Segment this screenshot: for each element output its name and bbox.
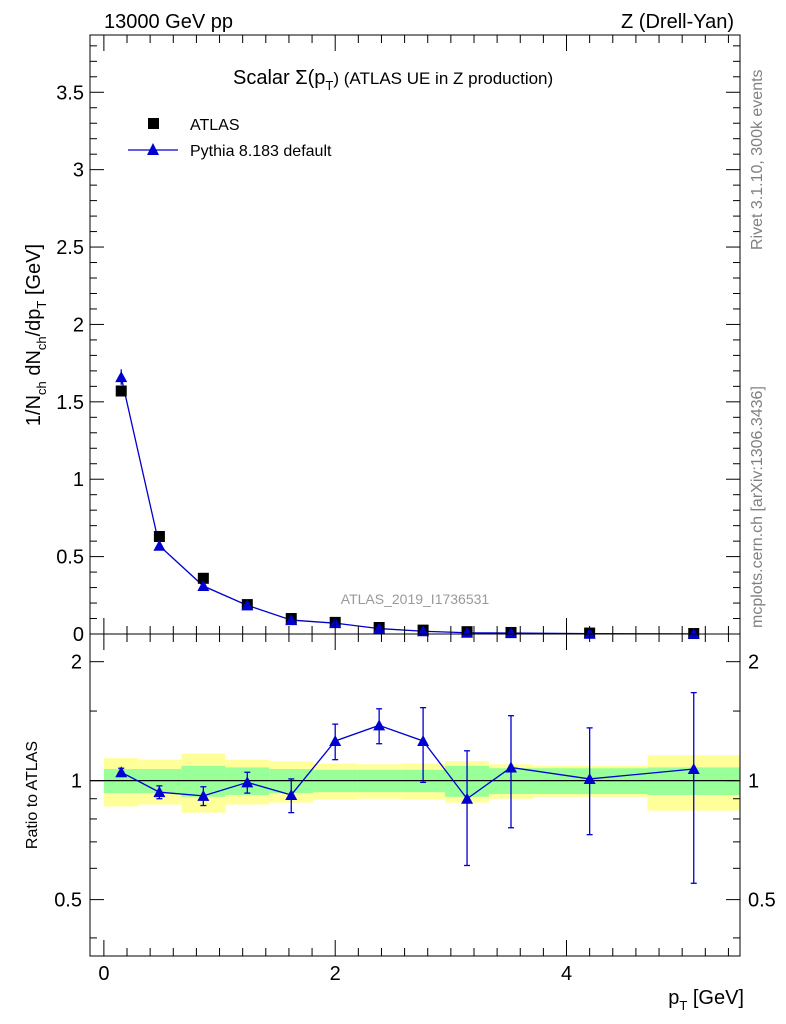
pythia-data-point — [687, 627, 700, 639]
chart-title: Scalar Σ(pT) (ATLAS UE in Z production) — [233, 67, 553, 93]
rivet-version-label: Rivet 3.1.10, 300k events — [749, 69, 766, 250]
ratio-y-tick-label-right: 2 — [748, 652, 759, 674]
ratio-data-point — [197, 789, 210, 801]
ratio-y-tick-label: 1 — [71, 771, 82, 793]
header-left: 13000 GeV pp — [104, 11, 233, 33]
ratio-data-point — [687, 763, 700, 775]
pythia-data-point — [461, 626, 474, 638]
ylabel-part-2: dN — [23, 350, 45, 381]
legend-atlas-marker — [148, 118, 159, 129]
mcplots-reference-label: mcplots.cern.ch [arXiv:1306.3436] — [749, 386, 766, 628]
main-panel: 00.511.522.533.5 Scalar Σ(pT) (ATLAS UE … — [23, 34, 741, 646]
ylabel-part-0: 1/N — [23, 395, 45, 426]
ratio-y-tick-label-right: 0.5 — [748, 890, 776, 912]
x-tick-label: 2 — [330, 963, 341, 985]
ratio-y-tick-label: 0.5 — [54, 890, 82, 912]
pythia-data-point — [417, 625, 430, 637]
ylabel-part-1: ch — [34, 381, 49, 395]
ratio-data-point — [153, 786, 166, 798]
main-y-tick-label: 3 — [73, 160, 84, 182]
pythia-data-point — [115, 371, 128, 383]
main-y-tick-label: 2 — [73, 314, 84, 336]
pythia-data-point — [504, 627, 517, 639]
legend: ATLAS Pythia 8.183 default — [128, 117, 332, 160]
pythia-data-point — [197, 580, 210, 592]
ratio-data-point — [373, 719, 386, 731]
main-y-tick-label: 0.5 — [56, 547, 84, 569]
ratio-data-point — [461, 792, 474, 804]
header-right: Z (Drell-Yan) — [621, 11, 734, 33]
xlabel-sub: T — [679, 998, 687, 1013]
legend-pythia-label: Pythia 8.183 default — [190, 143, 332, 160]
ratio-data-point — [583, 772, 596, 784]
ylabel-part-5: T — [34, 301, 49, 309]
x-axis-label: pT [GeV] — [668, 987, 744, 1013]
chart-title-main: Scalar Σ(p — [233, 67, 325, 89]
legend-atlas-label: ATLAS — [190, 117, 240, 134]
ratio-frame — [89, 633, 741, 957]
ratio-data-point — [504, 761, 517, 773]
ylabel-part-3: ch — [34, 336, 49, 350]
ratio-data-point — [115, 766, 128, 778]
main-y-axis-label: 1/Nch dNch/dpT [GeV] — [23, 244, 49, 426]
ratio-x-axis: 0 2 4 — [98, 634, 729, 985]
ratio-y-tick-label: 2 — [71, 652, 82, 674]
analysis-watermark: ATLAS_2019_I1736531 — [341, 591, 490, 607]
main-y-tick-label: 0 — [73, 624, 84, 646]
main-y-tick-label: 1.5 — [56, 392, 84, 414]
pythia-data-point — [373, 622, 386, 634]
pythia-data-point — [153, 539, 166, 551]
ylabel-part-4: /dp — [23, 309, 45, 337]
pythia-data-point — [285, 614, 298, 626]
ratio-data-point — [241, 776, 254, 788]
ratio-data-point — [329, 734, 342, 746]
ratio-y-axis: 0.5 0.5 1 1 2 2 — [54, 652, 776, 939]
pythia-data-point — [241, 599, 254, 611]
main-y-tick-label: 1 — [73, 469, 84, 491]
ratio-plot-area — [115, 691, 700, 884]
xlabel-main: p — [668, 987, 679, 1009]
ratio-series-line — [120, 724, 694, 800]
main-y-tick-label: 3.5 — [56, 82, 84, 104]
ratio-uncertainty-bands — [90, 753, 740, 813]
x-tick-label: 4 — [561, 963, 572, 985]
ratio-y-tick-label-right: 1 — [748, 771, 759, 793]
xlabel-end: [GeV] — [687, 987, 744, 1009]
ylabel-part-6: [GeV] — [23, 244, 45, 301]
ratio-y-axis-label: Ratio to ATLAS — [24, 741, 41, 849]
chart-title-end: ) (ATLAS UE in Z production) — [333, 69, 553, 88]
x-tick-label: 0 — [98, 963, 109, 985]
atlas-data-point — [115, 385, 127, 397]
atlas-data-point — [197, 572, 209, 584]
main-y-tick-label: 2.5 — [56, 237, 84, 259]
ratio-panel: 0.5 0.5 1 1 2 2 0 2 4 Ratio to ATLAS pT [GeV] — [24, 633, 776, 1013]
main-y-axis: 0 0.5 1 1.5 2 2.5 3 3.5 — [56, 45, 740, 646]
chart-title-sub: T — [325, 78, 333, 93]
ratio-data-point — [417, 734, 430, 746]
pythia-series-line — [120, 376, 694, 635]
main-x-ticks — [103, 35, 729, 634]
legend-pythia-marker — [147, 143, 159, 155]
atlas-data-point — [153, 530, 165, 542]
main-frame — [89, 34, 741, 635]
ratio-data-point — [285, 788, 298, 800]
